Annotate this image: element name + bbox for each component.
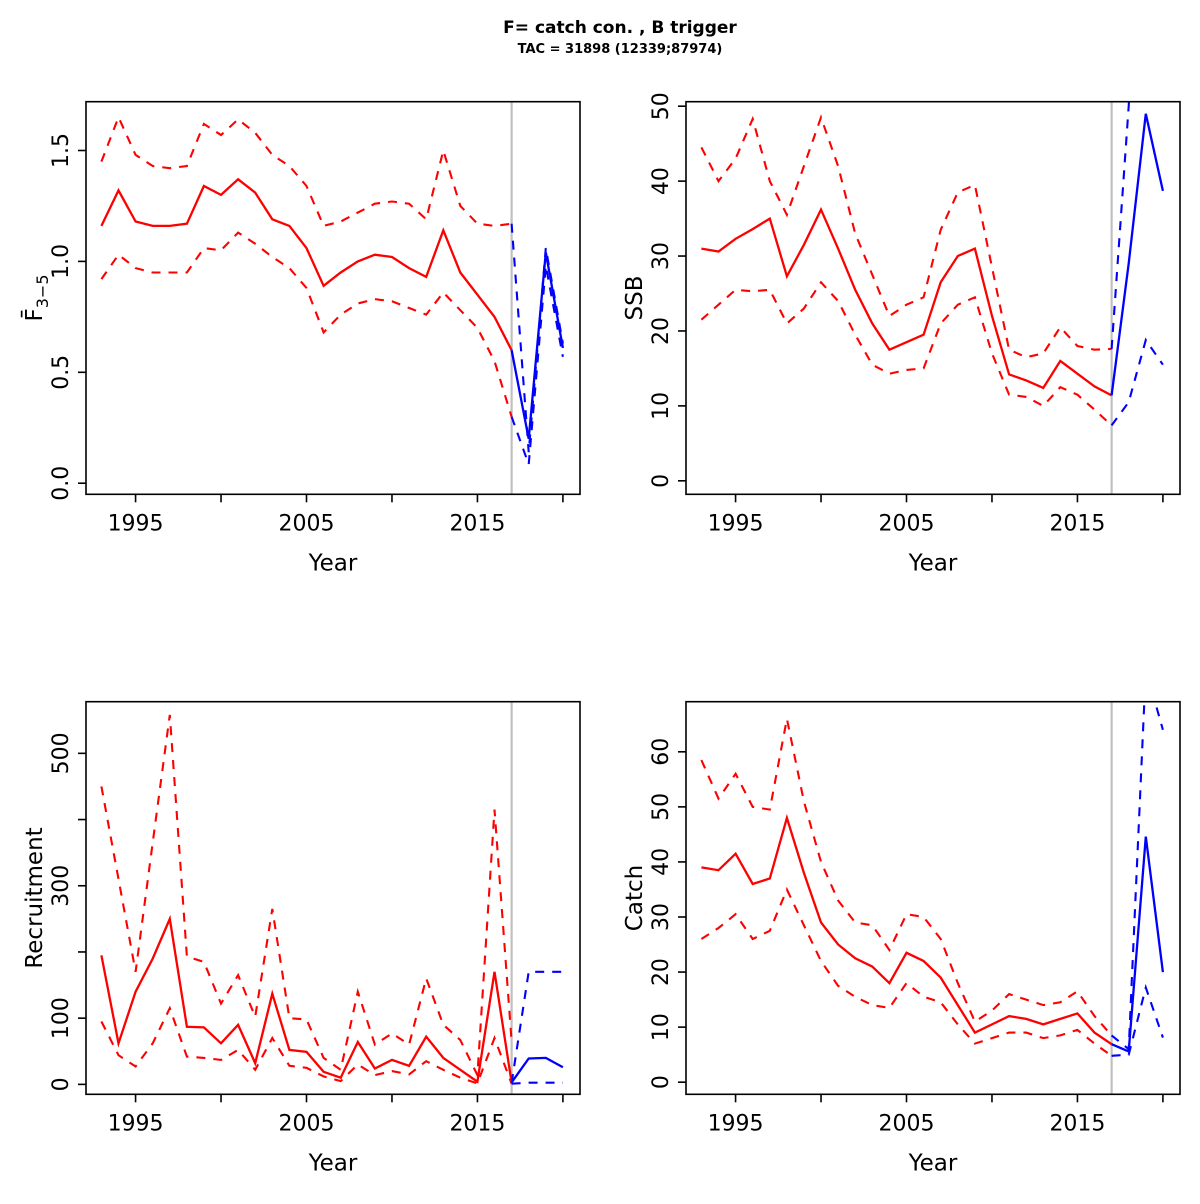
figure-header: F= catch con. , B trigger TAC = 31898 (1… xyxy=(0,0,1200,57)
x-tick-label: 2005 xyxy=(279,511,335,536)
figure-title: F= catch con. , B trigger xyxy=(503,18,737,38)
panel-recruitment: 1995 2005 2015 Year 0 100 300 500 Recruitment xyxy=(0,600,600,1200)
forecast-lower-line xyxy=(511,1081,563,1085)
y-tick-label: 40 xyxy=(649,167,674,195)
historic-upper-line xyxy=(700,114,1112,359)
historic-upper-line xyxy=(100,714,513,1080)
historic-median-line xyxy=(701,813,1113,1046)
y-tick-label: 0.0 xyxy=(49,466,74,501)
x-axis-title: Year xyxy=(308,550,358,576)
chart-ssb: 1995 2005 2015 Year 0 10 20 30 40 50 SSB xyxy=(622,92,1181,576)
chart-recruitment: 1995 2005 2015 Year 0 100 300 500 Recruitment xyxy=(22,700,581,1176)
y-tick-label: 30 xyxy=(649,242,674,270)
y-tick-label: 50 xyxy=(649,92,674,120)
series-group xyxy=(100,114,565,465)
chart-f: 1995 2005 2015 Year 0.0 0.5 1.0 1.5 F̄3−5 xyxy=(20,100,581,576)
panel-ssb: 1995 2005 2015 Year 0 10 20 30 40 50 SSB xyxy=(600,0,1200,600)
x-tick-label: 2015 xyxy=(1049,511,1105,536)
x-tick-label: 1995 xyxy=(708,1111,764,1136)
series-group xyxy=(100,714,564,1085)
y-tick-label: 1.0 xyxy=(49,244,74,279)
forecast-median-line xyxy=(510,252,565,440)
plot-box xyxy=(85,100,581,496)
historic-upper-line xyxy=(100,114,512,228)
x-axis-title: Year xyxy=(308,1150,358,1176)
chart-catch: 1995 2005 2015 Year 0 10 20 30 40 50 60 Catch xyxy=(622,700,1181,1176)
y-axis-title: Recruitment xyxy=(22,827,48,968)
historic-median-line xyxy=(701,206,1113,397)
y-tick-label: 40 xyxy=(649,848,674,876)
series-group xyxy=(700,101,1165,427)
y-tick-label: 30 xyxy=(649,903,674,931)
series-group xyxy=(700,701,1165,1057)
y-tick-label: 0 xyxy=(49,1077,74,1091)
x-axis-title: Year xyxy=(908,550,958,576)
forecast-median-line xyxy=(1111,836,1165,1054)
forecast-lower-line xyxy=(1110,337,1164,427)
forecast-median-line xyxy=(510,1056,564,1084)
figure-subtitle: TAC = 31898 (12339;87974) xyxy=(517,42,723,57)
x-tick-label: 1995 xyxy=(708,511,764,536)
panel-fbar: 1995 2005 2015 Year 0.0 0.5 1.0 1.5 F̄3−5 xyxy=(0,0,600,600)
y-tick-label: 0 xyxy=(649,474,674,488)
x-tick-label: 2005 xyxy=(879,511,935,536)
historic-lower-line xyxy=(100,1005,513,1085)
plot-box xyxy=(685,700,1181,1096)
historic-lower-line xyxy=(700,280,1113,427)
y-axis-title: F̄3−5 xyxy=(20,275,52,322)
forecast-upper-line xyxy=(1110,101,1130,349)
historic-median-line xyxy=(100,914,513,1084)
historic-lower-line xyxy=(100,231,513,418)
y-tick-label: 0.5 xyxy=(49,355,74,390)
x-tick-label: 2015 xyxy=(449,511,505,536)
y-tick-label: 500 xyxy=(49,732,74,774)
forecast-upper-line xyxy=(510,223,564,453)
historic-median-line xyxy=(100,177,513,351)
forecast-upper-line xyxy=(1110,701,1164,1052)
forecast-lower-line xyxy=(510,265,564,465)
y-tick-label: 50 xyxy=(649,793,674,821)
x-tick-label: 1995 xyxy=(108,1111,164,1136)
y-axis-title: Catch xyxy=(622,865,648,931)
x-tick-label: 1995 xyxy=(108,511,164,536)
historic-lower-line xyxy=(700,886,1113,1057)
y-tick-label: 1.5 xyxy=(49,133,74,168)
x-axis-title: Year xyxy=(908,1150,958,1176)
plot-box xyxy=(85,700,581,1096)
x-tick-label: 2015 xyxy=(449,1111,505,1136)
forecast-upper-line xyxy=(510,970,563,1084)
x-tick-label: 2015 xyxy=(1049,1111,1105,1136)
y-tick-label: 100 xyxy=(49,997,74,1039)
forecast-lower-line xyxy=(1111,983,1164,1057)
y-tick-label: 60 xyxy=(649,738,674,766)
panel-catch: 1995 2005 2015 Year 0 10 20 30 40 50 60 Catch xyxy=(600,600,1200,1200)
plot-box xyxy=(685,100,1181,496)
y-tick-label: 10 xyxy=(649,392,674,420)
y-tick-label: 20 xyxy=(649,958,674,986)
historic-upper-line xyxy=(700,718,1113,1037)
y-tick-label: 10 xyxy=(649,1013,674,1041)
y-axis-title: SSB xyxy=(622,276,648,321)
x-tick-label: 2005 xyxy=(279,1111,335,1136)
y-tick-label: 0 xyxy=(649,1075,674,1089)
x-tick-label: 2005 xyxy=(879,1111,935,1136)
forecast-median-line xyxy=(1110,113,1165,396)
y-tick-label: 300 xyxy=(49,865,74,907)
y-tick-label: 20 xyxy=(649,317,674,345)
